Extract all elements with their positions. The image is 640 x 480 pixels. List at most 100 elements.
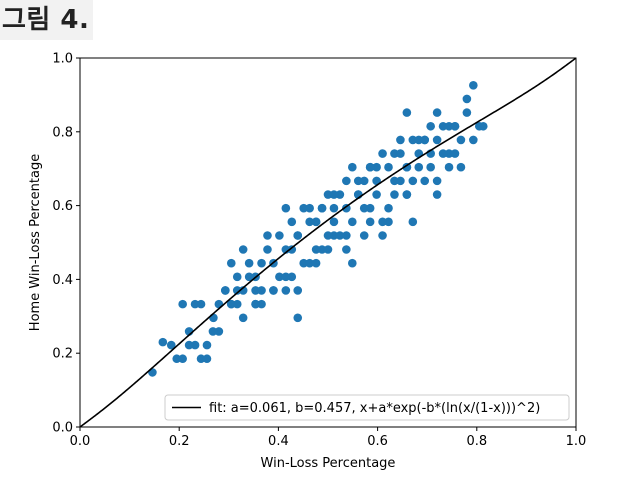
- data-point: [348, 258, 357, 268]
- x-tick-label: 0.0: [70, 434, 91, 449]
- data-point: [269, 286, 278, 295]
- data-point: [408, 217, 418, 227]
- data-point: [342, 245, 351, 254]
- data-point: [275, 231, 284, 240]
- data-point: [275, 272, 284, 282]
- data-point: [444, 162, 454, 172]
- data-point: [469, 81, 478, 90]
- data-point: [342, 176, 351, 186]
- data-point: [257, 299, 266, 309]
- data-point: [263, 231, 272, 240]
- data-point: [238, 286, 248, 295]
- data-point: [456, 162, 466, 172]
- data-point: [299, 203, 308, 213]
- data-point: [396, 176, 405, 186]
- data-point: [184, 340, 194, 350]
- data-point: [281, 203, 291, 213]
- data-point: [462, 94, 472, 104]
- data-point: [190, 340, 200, 350]
- legend-label: fit: a=0.061, b=0.457, x+a*exp(-b*(ln(x/…: [209, 401, 540, 416]
- data-point: [178, 299, 187, 309]
- data-point: [378, 217, 387, 227]
- data-point: [450, 121, 460, 131]
- data-point: [469, 135, 478, 145]
- data-point: [214, 327, 224, 336]
- data-point: [226, 258, 236, 268]
- data-point: [178, 354, 187, 364]
- data-point: [396, 135, 405, 145]
- data-point: [342, 231, 351, 240]
- data-point: [478, 121, 488, 131]
- plot-frame: [79, 57, 577, 428]
- y-axis-label: Home Win-Loss Percentage: [28, 154, 43, 331]
- data-point: [384, 217, 393, 227]
- data-point: [402, 190, 412, 199]
- x-tick-label: 1.0: [566, 434, 587, 449]
- data-point: [305, 217, 314, 227]
- y-tick-label: 0.8: [52, 125, 73, 140]
- data-point: [365, 217, 375, 227]
- data-point: [444, 121, 454, 131]
- data-point: [396, 149, 405, 158]
- data-point: [226, 299, 236, 309]
- y-tick-label: 0.4: [52, 273, 73, 288]
- data-point: [432, 135, 442, 145]
- data-point: [390, 176, 399, 186]
- data-point: [172, 354, 182, 364]
- data-point: [329, 217, 339, 227]
- data-point: [359, 231, 369, 240]
- data-point: [244, 272, 254, 282]
- data-point: [238, 245, 248, 254]
- data-point: [432, 176, 442, 186]
- data-point: [384, 162, 393, 172]
- data-point: [342, 203, 351, 213]
- data-point: [329, 190, 339, 199]
- data-point: [317, 245, 327, 254]
- data-point: [420, 176, 430, 186]
- y-tick-label: 1.0: [52, 52, 73, 67]
- data-point: [426, 121, 435, 131]
- x-tick-label: 0.6: [367, 434, 388, 449]
- data-point: [323, 231, 333, 240]
- data-point: [232, 272, 242, 282]
- data-point: [353, 176, 363, 186]
- data-point: [317, 203, 327, 213]
- data-point: [166, 340, 176, 350]
- data-point: [281, 286, 291, 295]
- data-point: [311, 258, 321, 268]
- data-point: [329, 231, 339, 240]
- data-point: [287, 272, 297, 282]
- data-point: [329, 203, 339, 213]
- x-tick-label: 0.2: [169, 434, 190, 449]
- data-point: [359, 176, 369, 186]
- figure-label: 그림 4.: [0, 0, 94, 40]
- x-tick-label: 0.4: [268, 434, 289, 449]
- data-point: [238, 313, 248, 323]
- data-point: [348, 217, 357, 227]
- y-axis-ticks: 0.0 0.2 0.4 0.6 0.8 1.0: [52, 52, 80, 436]
- data-point: [335, 231, 345, 240]
- data-point: [244, 258, 254, 268]
- data-point: [365, 203, 375, 213]
- data-point: [432, 108, 442, 117]
- data-point: [323, 245, 333, 254]
- data-point: [432, 190, 442, 199]
- data-point: [348, 162, 357, 172]
- data-point: [402, 108, 412, 117]
- x-axis-ticks: 0.0 0.2 0.4 0.6 0.8 1.0: [70, 427, 587, 449]
- data-point: [402, 162, 412, 172]
- y-tick-label: 0.6: [52, 199, 73, 214]
- data-point: [378, 149, 387, 158]
- legend: fit: a=0.061, b=0.457, x+a*exp(-b*(ln(x/…: [164, 394, 570, 421]
- data-point: [365, 162, 375, 172]
- data-point: [384, 203, 393, 213]
- data-point: [251, 286, 260, 295]
- data-point: [335, 190, 345, 199]
- data-point: [359, 203, 369, 213]
- data-point: [311, 245, 321, 254]
- data-point: [305, 258, 314, 268]
- data-point: [251, 299, 260, 309]
- data-point: [450, 149, 460, 158]
- data-point: [456, 135, 466, 145]
